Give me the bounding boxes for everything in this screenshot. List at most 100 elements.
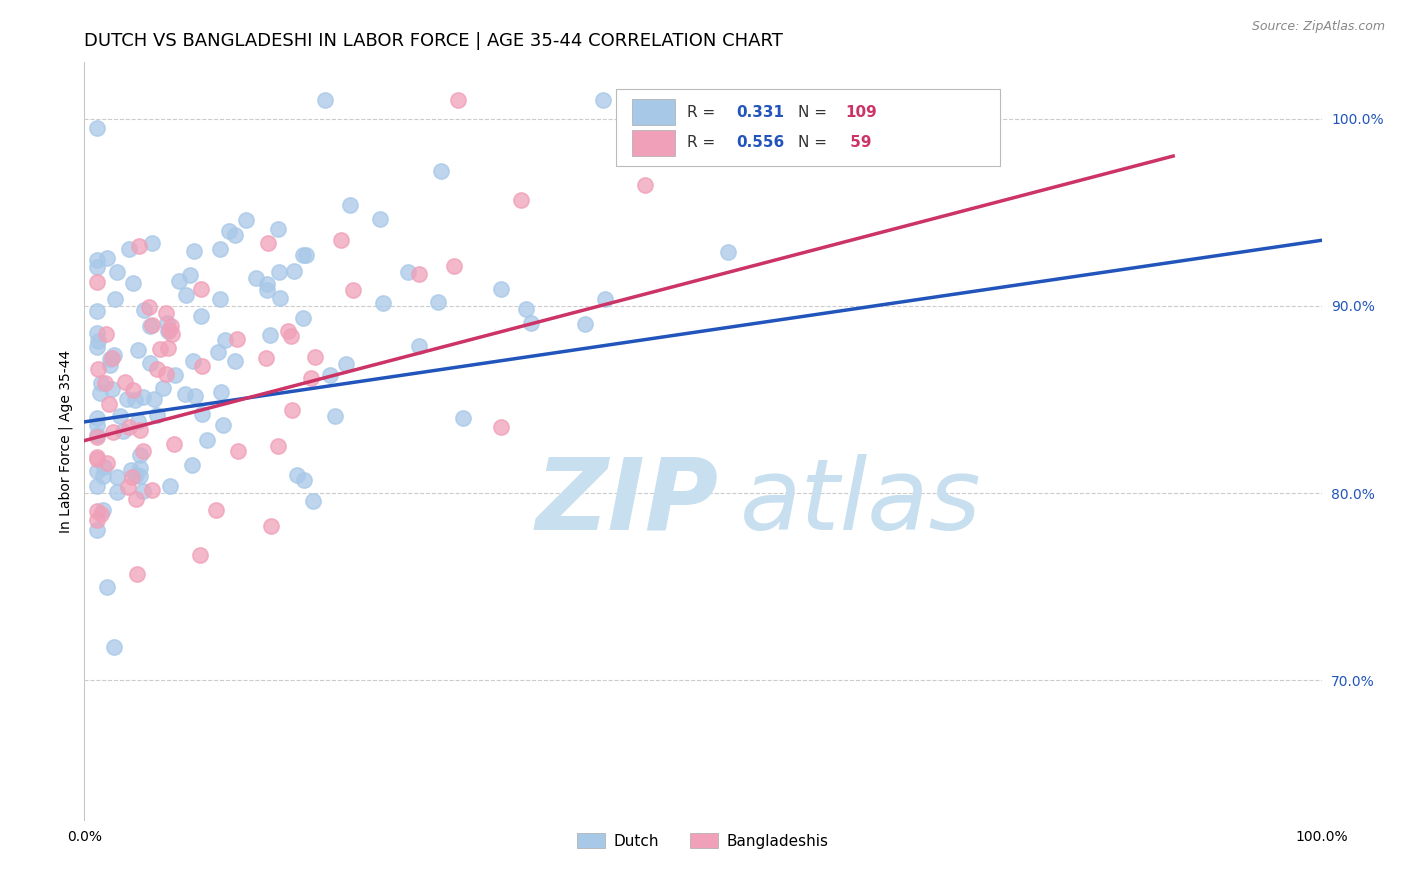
Point bbox=[156, 316, 179, 330]
Point bbox=[157, 323, 180, 337]
Point bbox=[226, 332, 249, 346]
Point bbox=[195, 433, 218, 447]
Point bbox=[146, 409, 169, 423]
Text: atlas: atlas bbox=[740, 454, 981, 550]
Point bbox=[103, 640, 125, 654]
Point bbox=[125, 567, 148, 582]
Point bbox=[96, 456, 118, 470]
Point bbox=[259, 327, 281, 342]
Point bbox=[292, 248, 315, 262]
Point bbox=[86, 523, 108, 537]
Point bbox=[132, 484, 155, 499]
Point bbox=[132, 302, 155, 317]
Point bbox=[86, 417, 108, 432]
Point bbox=[283, 264, 305, 278]
Text: N =: N = bbox=[799, 104, 832, 120]
Point bbox=[167, 274, 190, 288]
Point bbox=[318, 368, 340, 382]
Text: ZIP: ZIP bbox=[536, 454, 718, 550]
Point bbox=[86, 512, 108, 526]
Point bbox=[86, 304, 108, 318]
Point bbox=[342, 283, 364, 297]
Point bbox=[132, 444, 155, 458]
Point bbox=[254, 351, 277, 365]
Point bbox=[86, 452, 108, 467]
Point bbox=[105, 265, 128, 279]
Point bbox=[451, 411, 474, 425]
Point bbox=[163, 437, 186, 451]
Point bbox=[292, 473, 315, 487]
Text: 59: 59 bbox=[845, 136, 872, 151]
Text: 0.556: 0.556 bbox=[737, 136, 785, 151]
Point bbox=[235, 213, 257, 227]
Point bbox=[191, 408, 214, 422]
Point bbox=[124, 467, 146, 482]
Point bbox=[127, 414, 149, 428]
Point bbox=[141, 483, 163, 497]
Point bbox=[86, 340, 108, 354]
Point bbox=[207, 345, 229, 359]
Point bbox=[592, 93, 614, 107]
Point bbox=[117, 479, 139, 493]
Point bbox=[205, 502, 228, 516]
Point bbox=[209, 384, 232, 399]
Point bbox=[515, 301, 537, 316]
Point bbox=[371, 296, 394, 310]
Point bbox=[139, 318, 162, 333]
Point bbox=[86, 411, 108, 425]
Text: R =: R = bbox=[688, 104, 720, 120]
Point bbox=[118, 242, 141, 256]
Point bbox=[143, 392, 166, 407]
Point bbox=[634, 178, 657, 192]
Point bbox=[285, 468, 308, 483]
FancyBboxPatch shape bbox=[616, 89, 1000, 166]
Point bbox=[108, 409, 131, 423]
Point bbox=[174, 288, 197, 302]
Point bbox=[224, 227, 246, 242]
Point bbox=[89, 386, 111, 401]
Point bbox=[101, 382, 124, 396]
Point bbox=[408, 267, 430, 281]
Point bbox=[256, 277, 278, 292]
Point bbox=[127, 343, 149, 357]
Point bbox=[269, 291, 291, 305]
Point bbox=[256, 283, 278, 297]
Point bbox=[111, 424, 134, 438]
Point bbox=[429, 163, 451, 178]
Point bbox=[245, 271, 267, 285]
Point bbox=[141, 318, 163, 333]
Point bbox=[139, 356, 162, 370]
Point bbox=[86, 430, 108, 444]
Point bbox=[128, 239, 150, 253]
Point bbox=[129, 468, 152, 483]
Point bbox=[124, 392, 146, 407]
Point bbox=[86, 428, 108, 442]
FancyBboxPatch shape bbox=[633, 99, 675, 125]
Point bbox=[115, 392, 138, 406]
Point bbox=[145, 362, 167, 376]
Point bbox=[491, 420, 513, 434]
Point bbox=[281, 402, 304, 417]
Point bbox=[118, 420, 141, 434]
Point bbox=[188, 548, 211, 562]
Point bbox=[96, 251, 118, 265]
Point bbox=[122, 384, 145, 398]
Point bbox=[299, 371, 322, 385]
Point bbox=[86, 260, 108, 274]
Point bbox=[114, 375, 136, 389]
Point bbox=[304, 350, 326, 364]
Point bbox=[190, 282, 212, 296]
Point bbox=[97, 397, 120, 411]
Point bbox=[159, 479, 181, 493]
Point bbox=[301, 493, 323, 508]
Point bbox=[190, 309, 212, 323]
Point bbox=[129, 423, 152, 437]
Point bbox=[93, 459, 115, 474]
Point bbox=[260, 519, 283, 533]
Point bbox=[101, 351, 124, 366]
Point bbox=[267, 221, 290, 235]
Point bbox=[90, 508, 112, 522]
Point bbox=[94, 326, 117, 341]
Point bbox=[489, 282, 512, 296]
Point bbox=[212, 417, 235, 432]
